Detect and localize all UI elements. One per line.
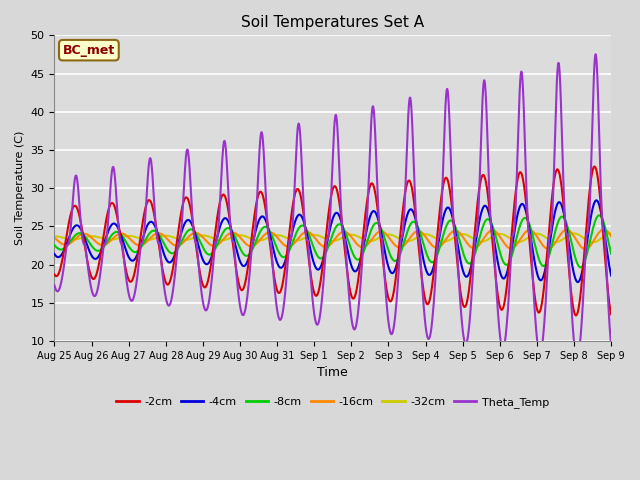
Theta_Temp xyxy=(288,228,296,234)
Line: -32cm: -32cm xyxy=(54,233,611,242)
-16cm xyxy=(51,235,58,240)
-2cm xyxy=(591,164,598,169)
-32cm xyxy=(147,237,155,242)
-16cm xyxy=(596,228,604,234)
-32cm xyxy=(264,235,272,240)
-16cm xyxy=(581,246,589,252)
Y-axis label: Soil Temperature (C): Soil Temperature (C) xyxy=(15,131,25,245)
-4cm xyxy=(114,225,122,230)
-16cm xyxy=(147,235,155,240)
-16cm xyxy=(607,233,615,239)
-8cm xyxy=(596,213,604,219)
-8cm xyxy=(595,213,603,218)
Theta_Temp xyxy=(114,216,122,222)
-2cm xyxy=(572,312,580,318)
-4cm xyxy=(607,273,615,278)
-16cm xyxy=(600,227,607,232)
-8cm xyxy=(51,242,58,248)
-4cm xyxy=(574,279,582,285)
-32cm xyxy=(589,240,596,245)
Theta_Temp xyxy=(147,157,155,163)
-4cm xyxy=(288,230,296,236)
-2cm xyxy=(114,218,122,224)
-8cm xyxy=(577,264,584,270)
X-axis label: Time: Time xyxy=(317,366,348,379)
-8cm xyxy=(288,241,296,247)
-32cm xyxy=(51,233,58,239)
-16cm xyxy=(264,230,272,236)
-4cm xyxy=(51,251,58,257)
Line: -8cm: -8cm xyxy=(54,216,611,267)
-32cm xyxy=(536,231,544,237)
Line: -16cm: -16cm xyxy=(54,229,611,249)
Line: Theta_Temp: Theta_Temp xyxy=(54,54,611,358)
Title: Soil Temperatures Set A: Soil Temperatures Set A xyxy=(241,15,424,30)
-2cm xyxy=(264,224,272,229)
-8cm xyxy=(114,229,122,235)
-8cm xyxy=(147,229,155,235)
Theta_Temp xyxy=(592,51,600,57)
-4cm xyxy=(264,224,272,230)
-4cm xyxy=(593,197,600,203)
Legend: -2cm, -4cm, -8cm, -16cm, -32cm, Theta_Temp: -2cm, -4cm, -8cm, -16cm, -32cm, Theta_Te… xyxy=(112,393,554,412)
-4cm xyxy=(536,277,544,283)
Theta_Temp xyxy=(607,344,615,349)
Line: -4cm: -4cm xyxy=(54,200,611,282)
-8cm xyxy=(536,260,544,265)
-2cm xyxy=(596,200,604,206)
-16cm xyxy=(536,239,544,244)
Theta_Temp xyxy=(573,355,581,361)
-8cm xyxy=(607,251,615,257)
-8cm xyxy=(264,226,272,231)
-32cm xyxy=(114,235,122,241)
Theta_Temp xyxy=(51,282,58,288)
-2cm xyxy=(147,199,155,205)
-32cm xyxy=(607,230,615,236)
Theta_Temp xyxy=(264,227,272,232)
-16cm xyxy=(288,242,296,248)
Line: -2cm: -2cm xyxy=(54,167,611,315)
-4cm xyxy=(596,208,604,214)
-4cm xyxy=(147,219,155,225)
Theta_Temp xyxy=(596,179,604,185)
-2cm xyxy=(536,308,544,313)
-2cm xyxy=(288,207,296,213)
-2cm xyxy=(607,312,615,317)
-2cm xyxy=(51,272,58,277)
-32cm xyxy=(288,237,296,243)
-32cm xyxy=(596,236,604,242)
Text: BC_met: BC_met xyxy=(63,44,115,57)
Theta_Temp xyxy=(536,350,544,356)
-16cm xyxy=(114,231,122,237)
